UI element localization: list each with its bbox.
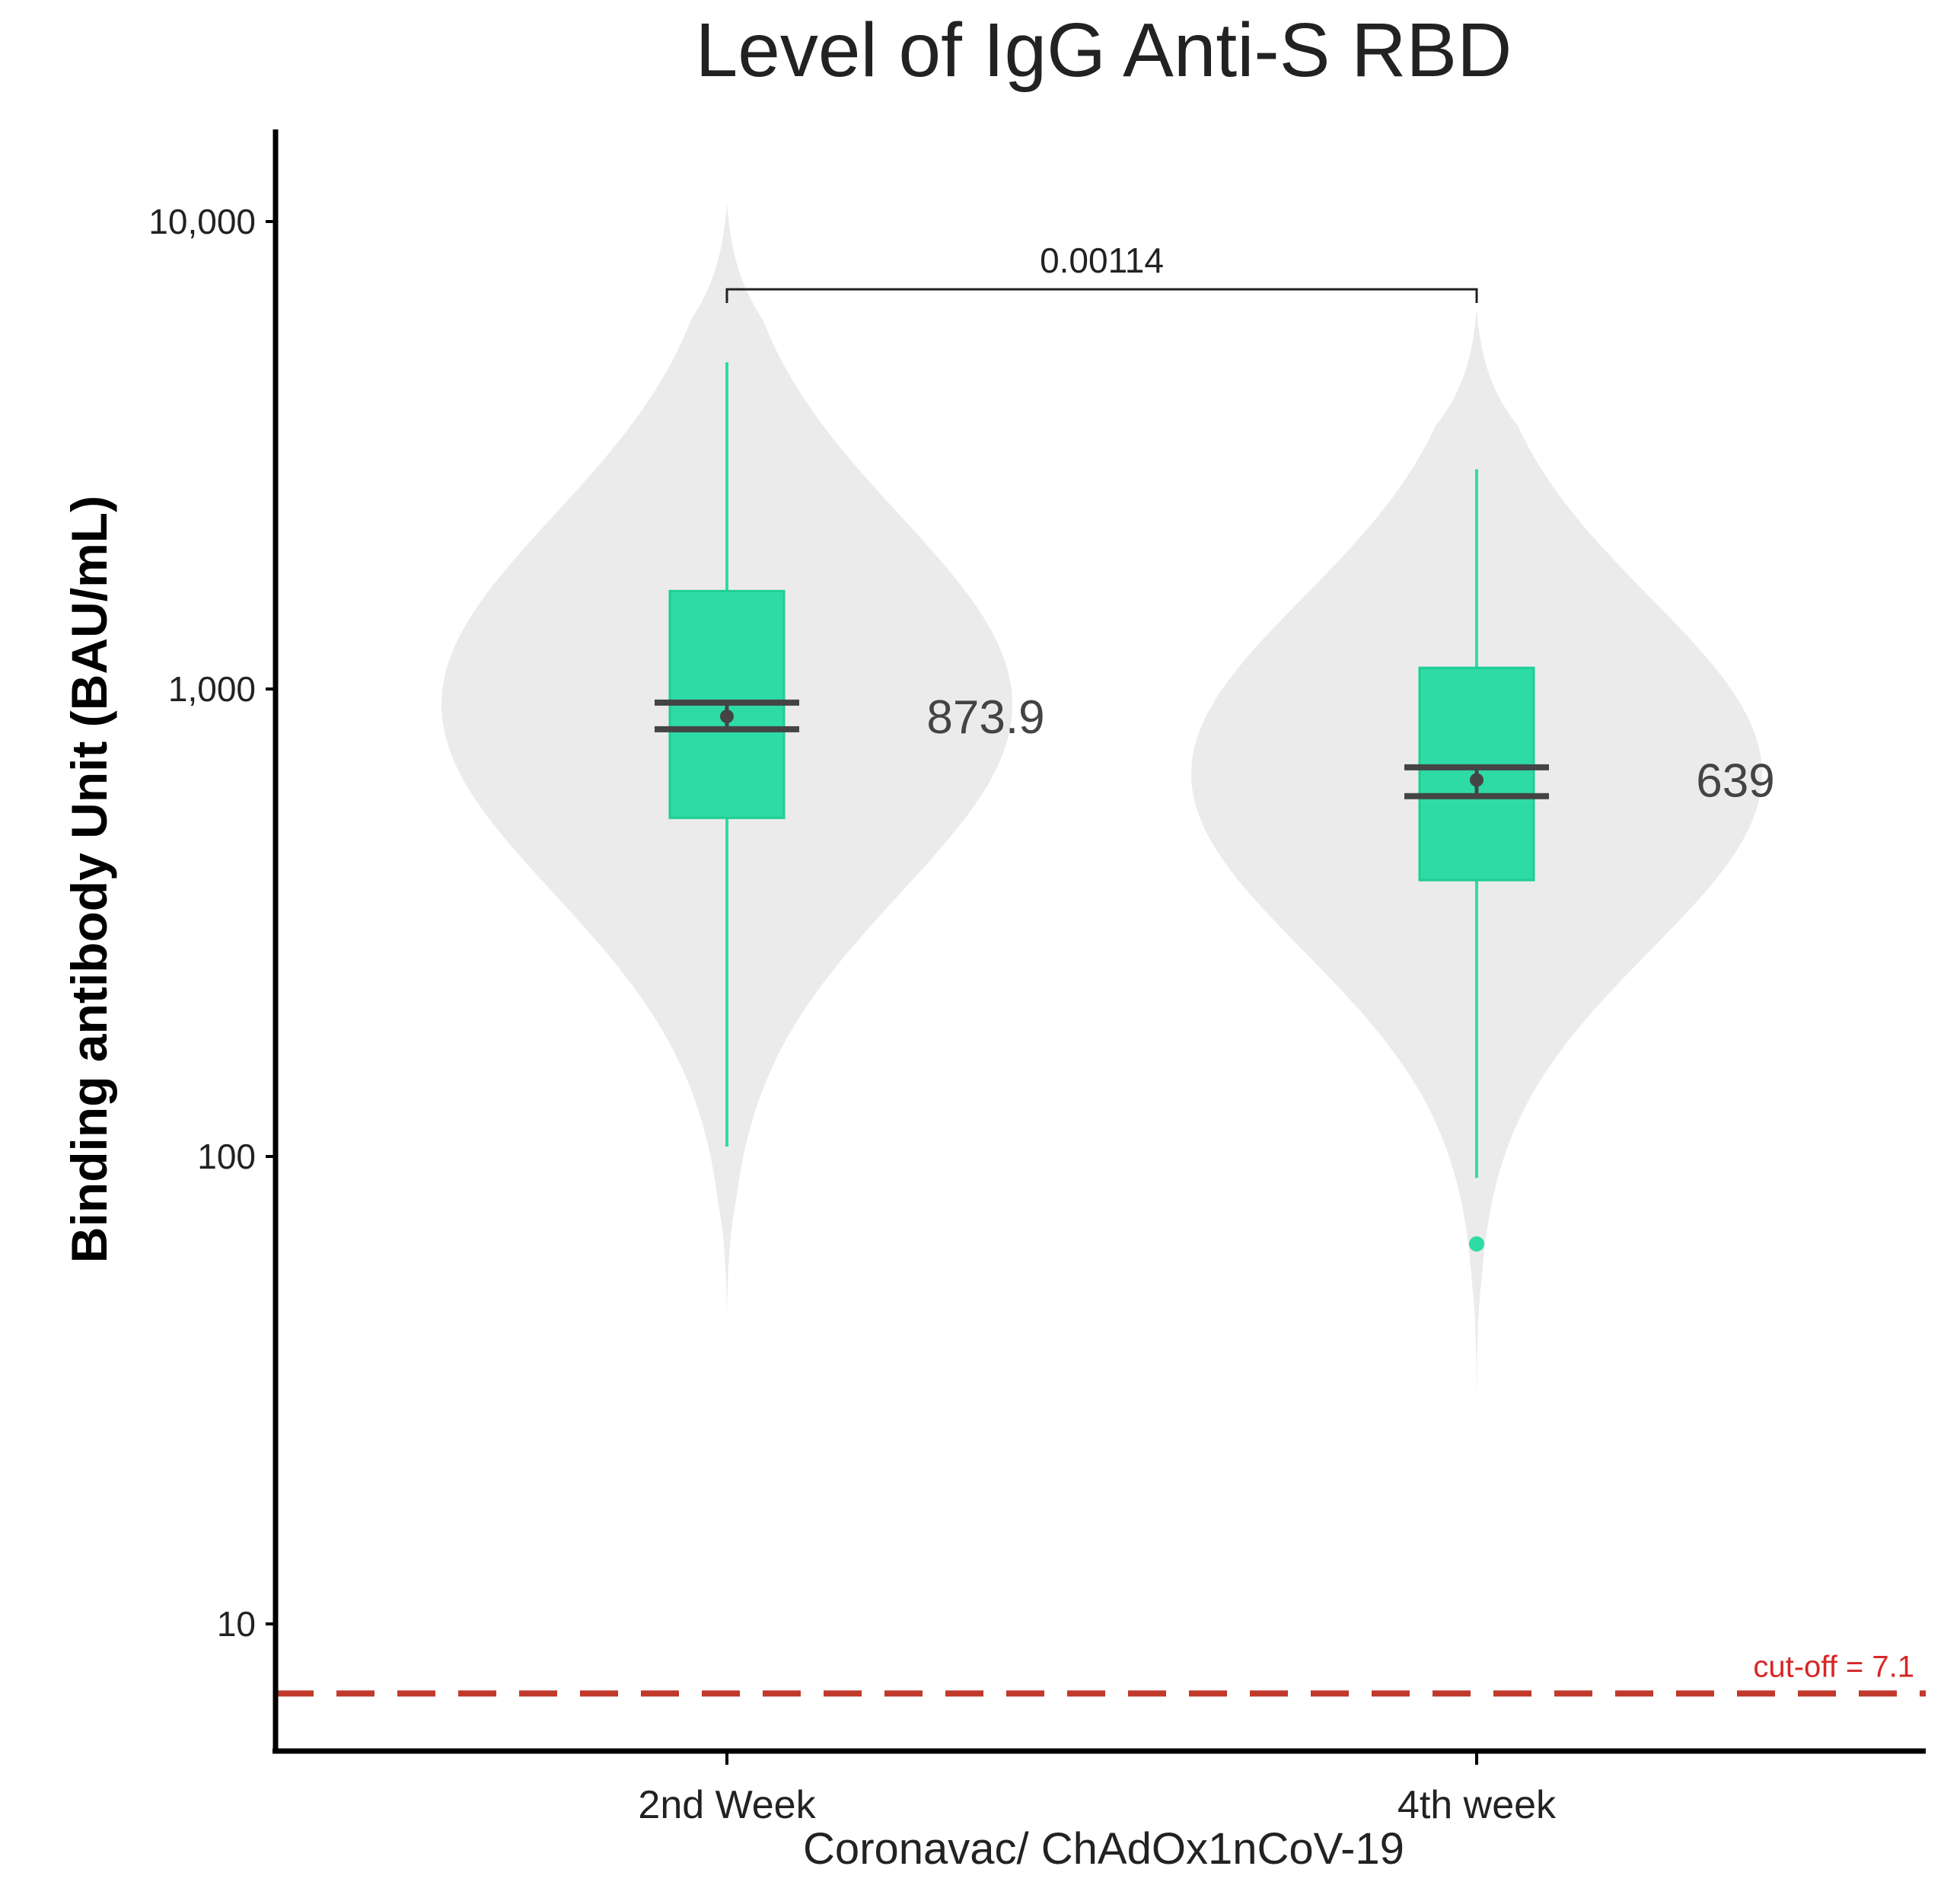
- comparison-bracket-group: 0.00114: [725, 241, 1478, 303]
- y-ticks: 10 100 1,000 10,000: [148, 202, 276, 1644]
- y-tick-label: 1,000: [168, 669, 256, 709]
- mean-point: [1470, 773, 1484, 787]
- mean-value-label: 873.9: [926, 691, 1044, 744]
- boxes: 873.9 639: [655, 362, 1775, 1252]
- p-value-label: 0.00114: [1040, 241, 1164, 280]
- x-axis-label: Coronavac/ ChAdOx1nCoV-19: [803, 1824, 1404, 1874]
- violins: [441, 202, 1762, 1401]
- x-ticks: 2nd Week 4th week: [638, 1753, 1557, 1827]
- comparison-bracket: [725, 288, 1478, 303]
- chart-title: Level of IgG Anti-S RBD: [696, 8, 1512, 93]
- y-tick-label: 10,000: [148, 202, 256, 241]
- y-tick-label: 100: [197, 1137, 256, 1176]
- cutoff-group: cut-off = 7.1: [276, 1650, 1926, 1697]
- cutoff-label: cut-off = 7.1: [1753, 1650, 1914, 1683]
- x-tick-label: 4th week: [1397, 1783, 1557, 1827]
- mean-point: [720, 709, 734, 723]
- axes: [272, 129, 1926, 1754]
- outlier-point: [1469, 1236, 1484, 1252]
- y-axis-label: Binding antibody Unit (BAU/mL): [61, 496, 117, 1263]
- mean-value-label: 639: [1696, 754, 1774, 807]
- x-tick-label: 2nd Week: [638, 1783, 816, 1827]
- y-tick-label: 10: [217, 1604, 256, 1644]
